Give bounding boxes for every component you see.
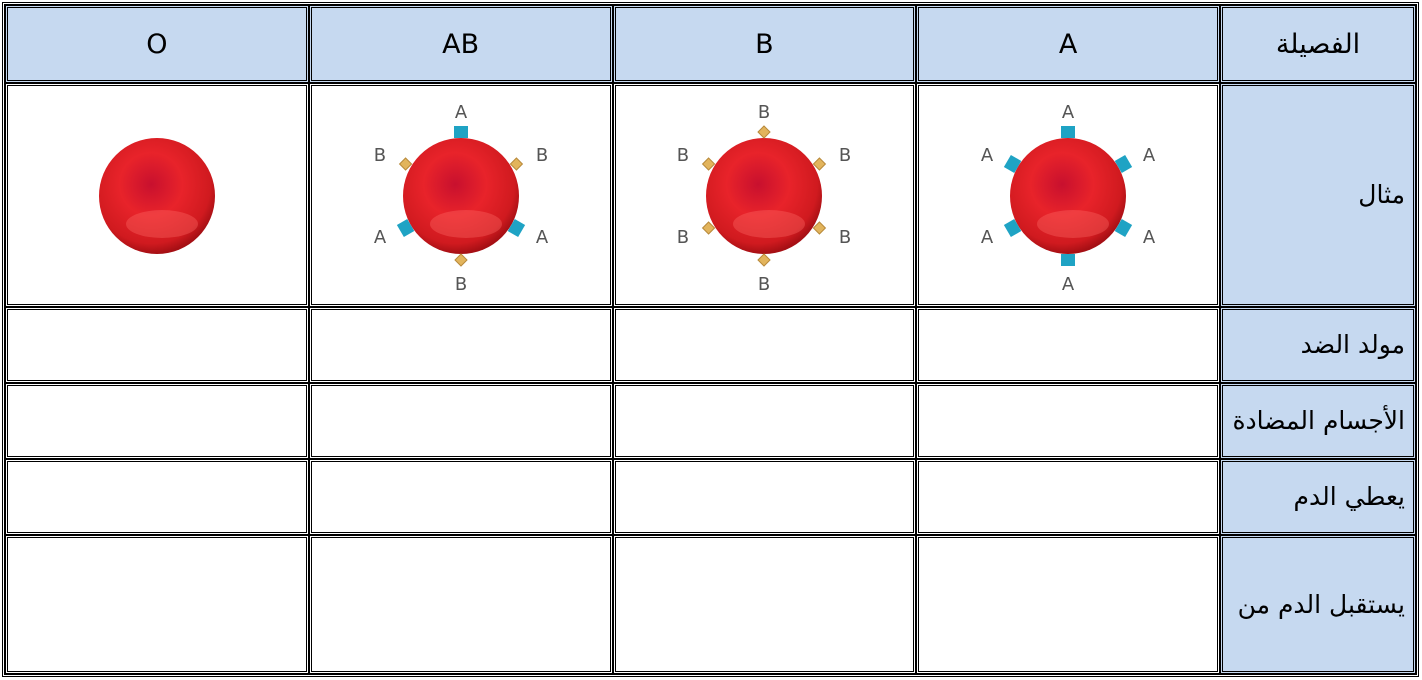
antigen-marker bbox=[1114, 218, 1133, 238]
antigen-marker bbox=[813, 157, 827, 171]
cell-illustration: B B B B B B bbox=[677, 102, 851, 295]
cell-highlight bbox=[125, 210, 198, 238]
antigen-marker bbox=[396, 218, 414, 238]
cell-illustration bbox=[98, 138, 215, 254]
antigen-label: B bbox=[677, 145, 689, 166]
empty-cell bbox=[308, 383, 613, 459]
empty-cell bbox=[612, 535, 917, 674]
antigen-label: A bbox=[1062, 274, 1075, 295]
antigen-marker bbox=[757, 253, 772, 267]
antigen-marker bbox=[1061, 254, 1076, 266]
antigen-label: A bbox=[454, 102, 467, 123]
antigen-label: B bbox=[839, 227, 851, 248]
antigen-marker bbox=[398, 157, 412, 171]
header-cell: AB bbox=[308, 5, 613, 83]
antigen-marker bbox=[813, 221, 827, 235]
example-cell: A B A B A B bbox=[308, 83, 613, 307]
antigen-marker bbox=[702, 221, 716, 235]
antigen-label: B bbox=[677, 227, 689, 248]
row-label: يستقبل الدم من bbox=[1220, 535, 1416, 674]
example-cell bbox=[5, 83, 309, 307]
empty-cell bbox=[916, 307, 1220, 383]
antigen-marker bbox=[453, 126, 468, 138]
antigen-label: B bbox=[758, 274, 770, 295]
antigen-label: A bbox=[981, 145, 994, 166]
empty-cell bbox=[916, 383, 1220, 459]
empty-cell bbox=[612, 307, 917, 383]
antigen-marker bbox=[509, 157, 523, 171]
red-blood-cell bbox=[98, 138, 215, 254]
antigen-label: B bbox=[839, 145, 851, 166]
antigen-label: B bbox=[454, 274, 466, 295]
row-label: مولد الضد bbox=[1220, 307, 1416, 383]
empty-cell bbox=[308, 459, 613, 535]
antigen-label: A bbox=[535, 227, 548, 248]
antigen-label: A bbox=[373, 227, 386, 248]
antigen-marker bbox=[702, 157, 716, 171]
empty-cell bbox=[5, 535, 309, 674]
cell-highlight bbox=[733, 210, 806, 238]
empty-cell bbox=[916, 459, 1220, 535]
row-label: يعطي الدم bbox=[1220, 459, 1416, 535]
antigen-marker bbox=[1004, 154, 1022, 174]
cell-highlight bbox=[1037, 210, 1110, 238]
empty-cell bbox=[308, 535, 613, 674]
cell-illustration: A A A A A A bbox=[981, 102, 1156, 295]
header-cell: A bbox=[916, 5, 1220, 83]
antigen-label: A bbox=[1062, 102, 1075, 123]
row-label: مثال bbox=[1220, 83, 1416, 307]
red-blood-cell bbox=[402, 138, 519, 254]
antigen-label: B bbox=[535, 145, 547, 166]
antigen-label: B bbox=[758, 102, 770, 123]
antigen-marker bbox=[1114, 154, 1133, 174]
example-cell: A A A A A A bbox=[916, 83, 1220, 307]
header-cell: O bbox=[5, 5, 309, 83]
header-cell: B bbox=[612, 5, 917, 83]
empty-cell bbox=[612, 383, 917, 459]
header-cell: الفصيلة bbox=[1220, 5, 1416, 83]
antigen-marker bbox=[507, 218, 525, 238]
antigen-label: A bbox=[1143, 145, 1156, 166]
cell-highlight bbox=[429, 210, 502, 238]
empty-cell bbox=[5, 307, 309, 383]
empty-cell bbox=[5, 383, 309, 459]
row-label: الأجسام المضادة bbox=[1220, 383, 1416, 459]
cell-illustration: A B A B A B bbox=[373, 102, 548, 295]
red-blood-cell bbox=[706, 138, 823, 254]
antigen-label: A bbox=[981, 227, 994, 248]
red-blood-cell bbox=[1010, 138, 1127, 254]
empty-cell bbox=[308, 307, 613, 383]
antigen-marker bbox=[1004, 218, 1022, 238]
empty-cell bbox=[612, 459, 917, 535]
antigen-label: A bbox=[1143, 227, 1156, 248]
antigen-marker bbox=[757, 125, 772, 139]
antigen-marker bbox=[453, 253, 468, 267]
antigen-label: B bbox=[373, 145, 385, 166]
empty-cell bbox=[5, 459, 309, 535]
antigen-marker bbox=[1061, 126, 1076, 138]
empty-cell bbox=[916, 535, 1220, 674]
example-cell: B B B B B B bbox=[612, 83, 917, 307]
